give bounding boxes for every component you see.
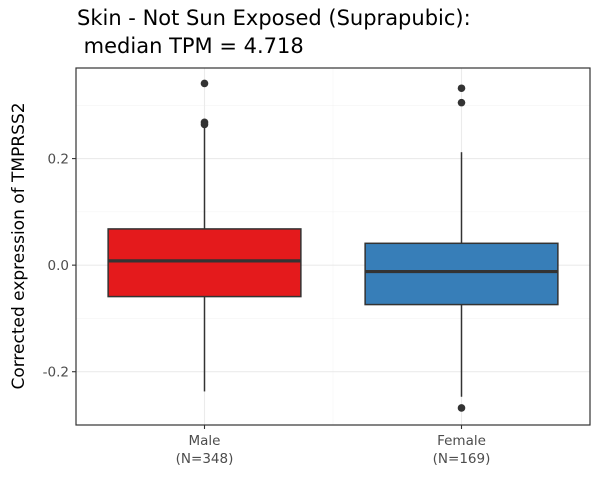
y-axis-label: Corrected expression of TMPRSS2 [9, 102, 29, 389]
male-outlier-point [200, 79, 209, 88]
panel-border [75, 67, 591, 426]
female-box [364, 242, 559, 306]
y-tick-label: -0.2 [43, 365, 69, 381]
female-outlier-point [457, 98, 466, 107]
plot-panel: -0.2 0.0 0.2 Male (N=348) Female (N=169) [43, 67, 591, 467]
x-tick-count-female: (N=169) [433, 451, 491, 467]
y-tick-label: 0.2 [48, 152, 69, 168]
x-tick-count-male: (N=348) [176, 451, 234, 467]
male-outlier-point [200, 120, 209, 129]
male-box [107, 228, 302, 298]
x-tick-label-female: Female [437, 433, 486, 449]
x-tick-label-male: Male [189, 433, 221, 449]
female-outlier-point [457, 84, 466, 93]
chart-title-line-2: median TPM = 4.718 [77, 34, 304, 58]
y-tick-label: 0.0 [48, 258, 69, 274]
female-outlier-point [457, 404, 466, 412]
chart-title-line-1: Skin - Not Sun Exposed (Suprapubic): [77, 6, 471, 30]
